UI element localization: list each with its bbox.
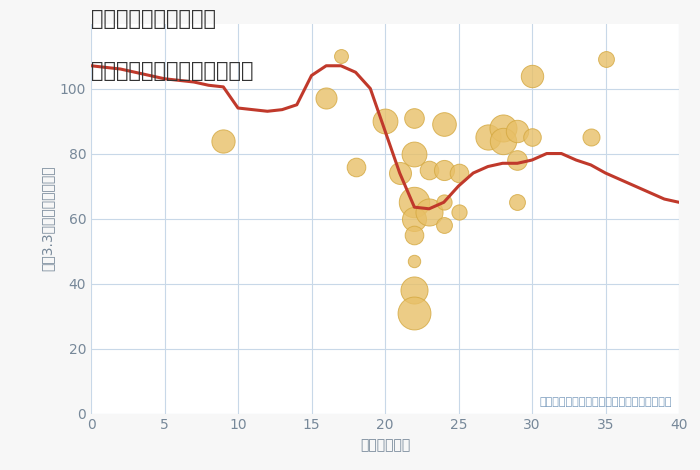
Point (350, 163, 361, 170)
Y-axis label: 坪（3.3㎡）単価（万円）: 坪（3.3㎡）単価（万円） (40, 166, 54, 271)
Point (482, 133, 493, 141)
X-axis label: 築年数（年）: 築年数（年） (360, 438, 410, 452)
Text: 円の大きさは、取引のあった物件面積を示す: 円の大きさは、取引のあった物件面積を示す (540, 397, 672, 407)
Point (335, 52, 346, 60)
Point (409, 257, 420, 265)
Point (512, 156, 523, 164)
Point (409, 309, 420, 317)
Point (438, 120, 449, 128)
Point (438, 166, 449, 173)
Point (321, 94, 332, 102)
Point (438, 198, 449, 206)
Point (409, 215, 420, 222)
Point (424, 166, 435, 173)
Point (526, 72, 538, 79)
Point (409, 198, 420, 206)
Point (218, 137, 229, 144)
Point (526, 133, 538, 141)
Text: 福岡県春日市桜ヶ丘の: 福岡県春日市桜ヶ丘の (91, 9, 216, 30)
Point (409, 286, 420, 294)
Point (409, 150, 420, 157)
Point (453, 169, 464, 177)
Point (497, 124, 508, 131)
Point (379, 118, 391, 125)
Point (438, 221, 449, 229)
Point (600, 55, 611, 63)
Point (424, 208, 435, 216)
Point (585, 133, 596, 141)
Point (409, 114, 420, 122)
Point (409, 231, 420, 239)
Text: 築年数別中古マンション価格: 築年数別中古マンション価格 (91, 61, 253, 81)
Point (512, 127, 523, 134)
Point (394, 169, 405, 177)
Point (453, 208, 464, 216)
Point (512, 198, 523, 206)
Point (497, 137, 508, 144)
